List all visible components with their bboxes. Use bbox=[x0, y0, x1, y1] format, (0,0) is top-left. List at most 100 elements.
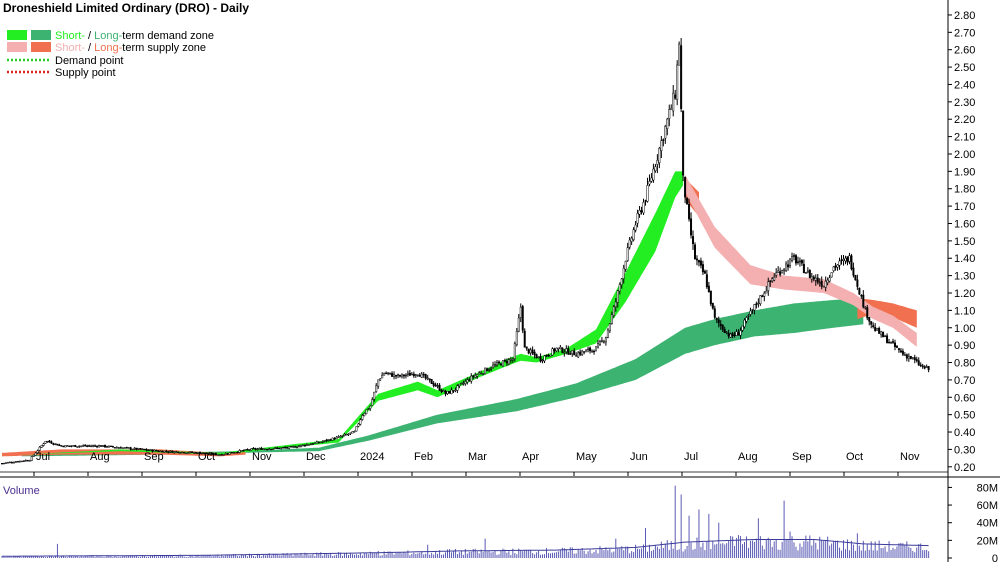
price-bar-body bbox=[571, 350, 574, 354]
price-bar bbox=[800, 259, 803, 266]
time-tick-label: Aug bbox=[90, 451, 110, 463]
price-bar bbox=[313, 442, 316, 444]
price-bar bbox=[699, 257, 702, 269]
price-bar-body bbox=[794, 255, 797, 264]
price-bar bbox=[301, 444, 304, 447]
price-bar-body bbox=[404, 374, 407, 377]
price-bar-body bbox=[733, 334, 736, 337]
price-bar bbox=[585, 349, 588, 353]
price-bar bbox=[903, 352, 906, 356]
price-bar-body bbox=[264, 448, 267, 451]
price-bar-body bbox=[741, 325, 744, 331]
price-bar bbox=[307, 444, 310, 446]
price-bar bbox=[640, 206, 643, 215]
price-bar bbox=[806, 267, 809, 274]
volume-tick-label: 80M bbox=[977, 482, 998, 494]
price-bar-body bbox=[111, 446, 114, 448]
price-bar bbox=[844, 255, 847, 265]
price-bar-body bbox=[385, 372, 388, 375]
price-bar-body bbox=[927, 366, 930, 371]
price-bar bbox=[28, 459, 31, 462]
price-bar-body bbox=[858, 287, 861, 295]
price-bar-body bbox=[763, 292, 766, 297]
price-bar-body bbox=[886, 335, 889, 343]
price-bar bbox=[884, 334, 887, 338]
price-bar bbox=[438, 383, 441, 391]
price-bar bbox=[636, 209, 639, 228]
price-bar-body bbox=[511, 358, 514, 361]
price-bar bbox=[907, 353, 910, 362]
price-bar bbox=[103, 444, 106, 448]
price-bar bbox=[412, 371, 415, 378]
price-bar-body bbox=[123, 447, 126, 449]
price-bar bbox=[909, 355, 912, 360]
price-bar bbox=[137, 447, 140, 450]
price-bar-body bbox=[195, 452, 198, 454]
price-bar-body bbox=[165, 450, 168, 453]
price-bar bbox=[711, 302, 714, 310]
price-bar-body bbox=[666, 118, 669, 129]
price-bar-body bbox=[303, 444, 306, 447]
price-bar-body bbox=[909, 355, 912, 359]
legend-swatch-long bbox=[31, 42, 51, 52]
price-bar-body bbox=[327, 439, 330, 441]
price-bar bbox=[923, 365, 926, 370]
time-tick-label: 2024 bbox=[360, 451, 384, 463]
volume-tick-label: 0 bbox=[992, 553, 998, 562]
price-bar bbox=[652, 163, 655, 183]
price-bar-body bbox=[783, 269, 786, 271]
price-bar-body bbox=[434, 384, 437, 387]
price-bar bbox=[260, 446, 263, 450]
price-bar bbox=[272, 448, 275, 451]
price-bar bbox=[218, 454, 221, 456]
time-tick-label: Oct bbox=[846, 451, 863, 463]
price-bar bbox=[167, 450, 170, 454]
price-bar-body bbox=[529, 349, 532, 354]
price-bar-body bbox=[286, 447, 289, 449]
price-bar bbox=[155, 449, 158, 452]
price-bar-body bbox=[26, 460, 29, 462]
time-tick-label: Sep bbox=[792, 451, 812, 463]
price-bar bbox=[68, 445, 71, 448]
price-bar-body bbox=[288, 446, 291, 449]
price-bar-body bbox=[119, 447, 122, 449]
price-bar bbox=[391, 371, 394, 377]
price-bar bbox=[34, 452, 37, 456]
price-bar bbox=[515, 327, 518, 347]
price-bar-body bbox=[30, 456, 33, 461]
volume-tick-label: 20M bbox=[977, 535, 998, 547]
price-bar-body bbox=[34, 452, 37, 456]
price-bar bbox=[373, 391, 376, 402]
price-bar-body bbox=[581, 350, 584, 356]
price-bar-body bbox=[648, 181, 651, 185]
price-bar bbox=[868, 316, 871, 326]
price-bar bbox=[878, 326, 881, 334]
price-bar-body bbox=[12, 462, 15, 464]
price-bar bbox=[90, 444, 93, 448]
volume-tick-label: 40M bbox=[977, 518, 998, 530]
price-bar bbox=[589, 346, 592, 354]
price-bar-body bbox=[721, 324, 724, 330]
price-bar-body bbox=[618, 284, 621, 292]
price-bar bbox=[497, 360, 500, 365]
price-bar-body bbox=[707, 285, 710, 293]
price-bar-body bbox=[262, 448, 265, 451]
price-bar bbox=[238, 449, 241, 454]
price-bar-body bbox=[636, 213, 639, 224]
price-bar bbox=[460, 382, 463, 385]
price-bar-body bbox=[20, 460, 23, 463]
price-bar-body bbox=[305, 444, 308, 446]
price-bar-body bbox=[428, 378, 431, 381]
price-bar bbox=[335, 436, 338, 440]
price-bar-body bbox=[694, 244, 696, 260]
price-bar-body bbox=[880, 331, 883, 336]
price-bar bbox=[242, 449, 245, 452]
price-tick-label: 2.50 bbox=[954, 62, 975, 74]
price-bar-body bbox=[753, 304, 756, 311]
price-bar bbox=[496, 360, 498, 367]
price-bar-body bbox=[470, 375, 473, 382]
price-bar bbox=[583, 351, 586, 355]
price-bar-body bbox=[525, 346, 528, 349]
price-bar bbox=[151, 449, 154, 453]
price-bar bbox=[420, 371, 423, 379]
